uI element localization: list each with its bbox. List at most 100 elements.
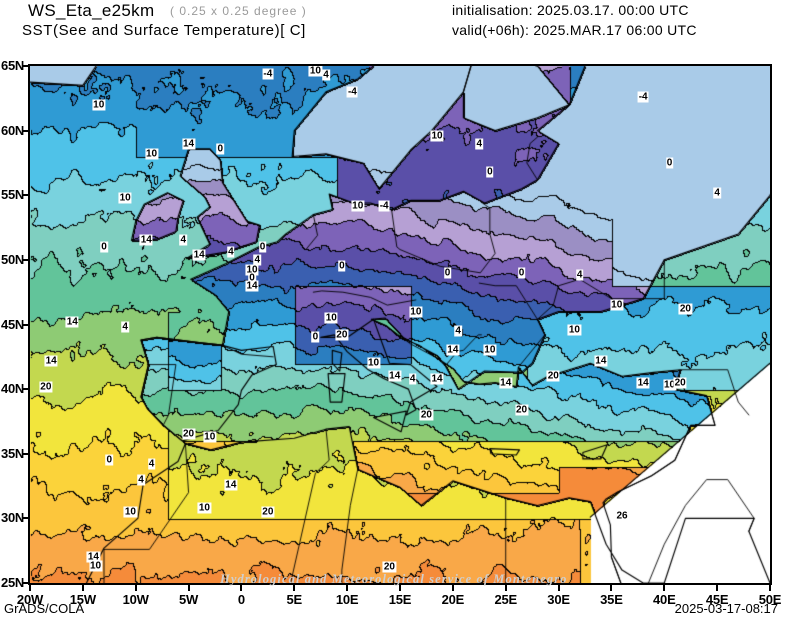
- generation-timestamp: 2025-03-17-08:17: [674, 601, 778, 616]
- contour-label: 4: [322, 69, 330, 81]
- contour-label: 14: [44, 355, 58, 367]
- contour-label: 14: [245, 280, 259, 292]
- contour-label: 14: [182, 138, 196, 150]
- contour-label: 4: [179, 234, 188, 246]
- x-tick-label-35E: 35E: [600, 592, 623, 607]
- contour-label: 20: [546, 370, 560, 382]
- x-tick-label-10W: 10W: [122, 592, 149, 607]
- contour-label: 14: [594, 355, 608, 367]
- x-tick-15E: [399, 585, 401, 591]
- contour-label: 0: [258, 241, 267, 253]
- x-tick-25E: [504, 585, 507, 591]
- x-tick-50E: [769, 585, 771, 591]
- contour-label: 4: [454, 325, 462, 337]
- contour-label: 20: [515, 404, 529, 416]
- x-tick-label-15E: 15E: [388, 592, 412, 607]
- x-tick-label-30E: 30E: [547, 592, 570, 607]
- x-tick-label-15W: 15W: [69, 592, 96, 607]
- contour-label: 0: [216, 143, 225, 155]
- chart-header: WS_Eta_e25km ( 0.25 x 0.25 degree ) SST(…: [0, 0, 800, 46]
- contour-label: 10: [483, 344, 497, 356]
- contour-label: 10: [351, 200, 365, 212]
- contour-label: 10: [324, 312, 338, 324]
- y-tick-30N: [22, 517, 28, 520]
- y-tick-label-50N: 50N: [1, 251, 24, 267]
- map-plot-area: 10 -4 -4 -4 10 4 10 14 0 10 4 0 4 0 10 -4 10 14 0 4 14 4 4 10 0 1…: [28, 64, 772, 585]
- x-tick-45E: [716, 585, 719, 591]
- contour-label: 0: [105, 454, 114, 466]
- contour-label: 20: [39, 381, 53, 393]
- y-tick-label-40N: 40N: [1, 381, 24, 397]
- contour-label: 4: [408, 373, 417, 385]
- contour-label: 10: [203, 431, 217, 443]
- y-tick-45N: [22, 323, 28, 326]
- contour-label: 14: [499, 377, 513, 389]
- x-tick-label-50E: 50E: [758, 592, 782, 607]
- y-tick-40N: [22, 388, 28, 391]
- contour-label: 4: [713, 187, 721, 199]
- sst-contour-map: [30, 66, 770, 583]
- contour-label: 26: [615, 510, 629, 522]
- contour-label: 0: [443, 267, 452, 279]
- contour-label: 14: [430, 373, 444, 385]
- x-tick-label-45E: 45E: [705, 592, 729, 607]
- x-tick-40E: [663, 585, 666, 591]
- contour-label: 20: [673, 377, 687, 389]
- contour-label: 0: [248, 272, 256, 284]
- variable-title-label: SST(See and Surface Temperature)[ C]: [22, 22, 306, 39]
- x-tick-label-0: 0: [237, 592, 245, 607]
- contour-label: 14: [446, 344, 460, 356]
- contour-label: 10: [197, 502, 211, 514]
- contour-label: -4: [378, 200, 390, 212]
- contour-label: 10: [118, 192, 132, 204]
- contour-label: -4: [637, 91, 649, 103]
- valid-time-label: valid(+06h): 2025.MAR.17 06:00 UTC: [452, 22, 697, 38]
- contour-label: 10: [430, 130, 444, 142]
- contour-label: 4: [137, 474, 145, 486]
- contour-label: 10: [367, 357, 381, 369]
- contour-label: 20: [382, 561, 396, 573]
- x-tick-label-20W: 20W: [16, 592, 44, 607]
- model-resolution-label: ( 0.25 x 0.25 degree ): [170, 4, 307, 18]
- contour-label: 10: [123, 506, 137, 518]
- y-tick-25N: [22, 582, 28, 584]
- contour-label: 10: [88, 560, 103, 572]
- y-tick-60N: [22, 129, 28, 132]
- x-tick-0: [240, 585, 243, 591]
- contour-label: 4: [147, 458, 156, 470]
- x-tick-10W: [134, 585, 137, 591]
- x-tick-30E: [557, 585, 560, 591]
- contour-label: 14: [86, 551, 100, 563]
- x-tick-5W: [187, 585, 190, 591]
- contour-label: 0: [338, 260, 346, 272]
- contour-label: 4: [227, 246, 235, 258]
- contour-label: 10: [409, 306, 423, 318]
- y-tick-55N: [22, 194, 28, 197]
- contour-label: -4: [262, 68, 274, 80]
- contour-label: 4: [253, 254, 262, 266]
- contour-label: 0: [517, 267, 526, 279]
- x-tick-label-20E: 20E: [441, 592, 465, 607]
- x-tick-35E: [610, 585, 613, 591]
- x-tick-5E: [293, 585, 296, 591]
- x-tick-15W: [81, 585, 84, 591]
- contour-label: 4: [121, 321, 129, 333]
- contour-label: 14: [388, 370, 402, 382]
- y-tick-50N: [22, 258, 28, 261]
- y-tick-35N: [22, 452, 28, 455]
- model-name-label: WS_Eta_e25km: [28, 1, 155, 20]
- contour-label: -4: [346, 86, 358, 98]
- x-tick-label-40E: 40E: [653, 592, 676, 607]
- contour-label: 14: [139, 234, 153, 246]
- contour-label: 10: [567, 324, 581, 336]
- contour-label: 20: [678, 303, 692, 315]
- y-tick-label-55N: 55N: [1, 187, 24, 203]
- contour-label: 14: [636, 377, 650, 389]
- contour-label: 14: [65, 316, 79, 328]
- initialisation-label: initialisation: 2025.03.17. 00:00 UTC: [452, 2, 689, 18]
- x-tick-20W: [29, 585, 31, 591]
- contour-label: 14: [224, 479, 238, 491]
- y-tick-label-60N: 60N: [1, 122, 24, 138]
- contour-label: 10: [308, 65, 322, 77]
- contour-label: 10: [245, 264, 259, 276]
